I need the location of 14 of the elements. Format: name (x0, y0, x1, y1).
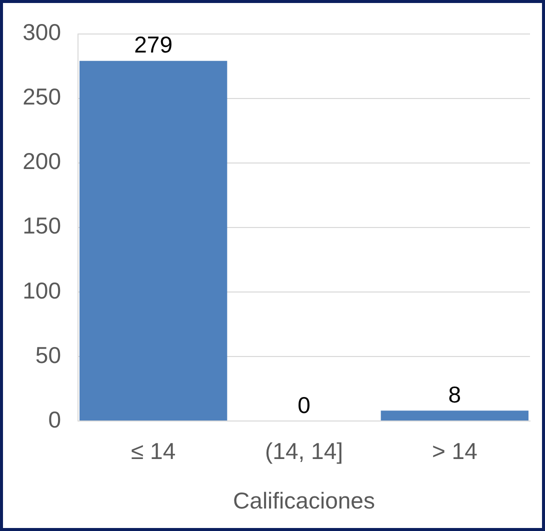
x-tick-label: ≤ 14 (131, 438, 176, 464)
data-label: 279 (134, 32, 173, 58)
x-axis-title: Calificaciones (233, 488, 375, 514)
data-label: 0 (298, 392, 310, 418)
y-tick-label: 200 (22, 148, 61, 174)
y-tick-label: 250 (22, 84, 61, 110)
y-tick-label: 100 (22, 277, 61, 304)
y-tick-label: 150 (22, 212, 61, 239)
data-label: 8 (448, 382, 462, 408)
y-tick-label: 300 (22, 19, 61, 46)
x-tick-label: > 14 (432, 438, 478, 464)
x-tick-label: (14, 14] (265, 438, 343, 464)
y-tick-label: 50 (35, 342, 61, 368)
y-tick-label: 0 (48, 406, 61, 432)
